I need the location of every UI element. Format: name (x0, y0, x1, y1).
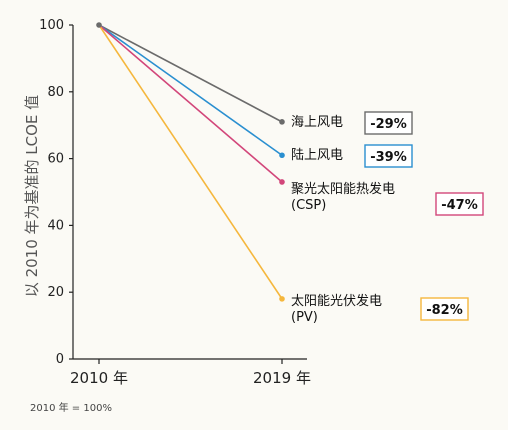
y-tick-label: 40 (47, 218, 64, 233)
change-badge (435, 192, 484, 216)
origin-point (96, 22, 102, 28)
series-end-point (279, 296, 285, 302)
change-badge-label: -39% (370, 150, 407, 165)
change-badge-label: -29% (370, 117, 407, 132)
y-axis-label: 以 2010 年为基准的 LCOE 值 (23, 95, 41, 297)
y-tick-label: 60 (47, 152, 64, 167)
y-tick-label: 20 (47, 285, 64, 300)
series-label: 聚光太阳能热发电 (291, 181, 395, 197)
series-end-point (279, 119, 285, 125)
y-tick-label: 80 (47, 85, 64, 100)
change-badge-label: -82% (426, 303, 463, 318)
series-label: (PV) (291, 310, 318, 325)
y-tick-label: 0 (56, 352, 64, 367)
series-label: (CSP) (291, 198, 326, 213)
series-line (98, 24, 283, 183)
series-label: 太阳能光伏发电 (291, 293, 382, 309)
change-badge (420, 297, 469, 321)
change-badge-label: -47% (441, 198, 478, 213)
change-badge (364, 111, 413, 135)
series-label: 海上风电 (291, 115, 343, 130)
series-line (98, 24, 283, 156)
series-end-point (279, 179, 285, 185)
series-label: 陆上风电 (291, 147, 343, 163)
y-tick-label: 100 (39, 18, 64, 33)
series-end-point (279, 152, 285, 159)
change-badge (364, 144, 413, 168)
x-tick-label: 2019 年 (253, 369, 311, 387)
x-tick-label: 2010 年 (70, 369, 128, 387)
series-line (98, 24, 283, 123)
baseline-note: 2010 年 = 100% (30, 401, 112, 414)
series-line (98, 24, 283, 300)
